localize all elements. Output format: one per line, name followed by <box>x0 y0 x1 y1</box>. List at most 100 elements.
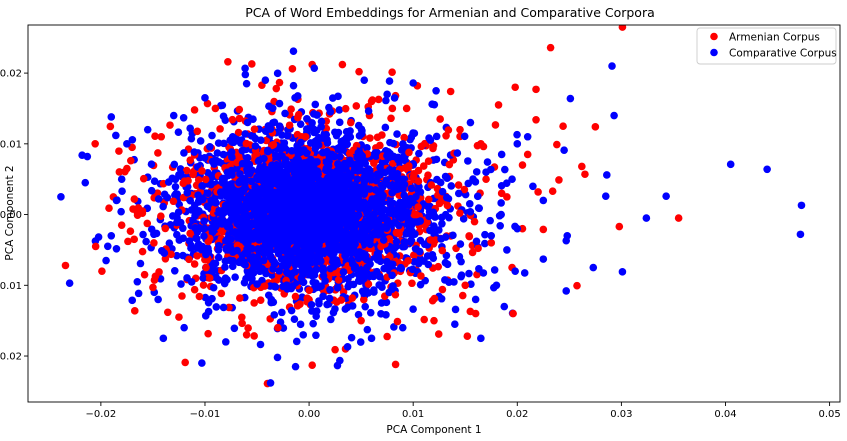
point-comparative <box>479 269 488 277</box>
point-comparative <box>245 232 253 241</box>
point-comparative <box>465 200 474 208</box>
point-armenian <box>367 97 376 106</box>
point-comparative <box>380 213 389 221</box>
point-comparative <box>496 222 504 230</box>
point-comparative <box>386 181 394 190</box>
point-comparative <box>203 202 212 211</box>
point-comparative <box>306 243 315 251</box>
point-comparative <box>229 138 238 147</box>
point-comparative <box>147 160 156 169</box>
point-comparative <box>601 192 610 200</box>
point-comparative <box>413 218 422 226</box>
point-armenian <box>523 150 532 159</box>
point-armenian <box>130 195 139 203</box>
point-comparative <box>354 310 363 319</box>
point-comparative <box>139 230 147 239</box>
point-armenian <box>555 176 563 184</box>
point-comparative <box>234 234 242 242</box>
point-comparative <box>562 287 571 295</box>
point-comparative <box>292 337 301 346</box>
point-comparative <box>312 331 320 340</box>
point-comparative <box>251 134 260 143</box>
point-comparative <box>316 193 324 201</box>
y-tick-label: 0.02 <box>0 69 22 80</box>
point-armenian <box>211 104 220 113</box>
point-comparative <box>238 159 247 168</box>
x-tick-label: 0.05 <box>818 409 840 420</box>
point-armenian <box>337 296 346 304</box>
point-comparative <box>383 257 391 266</box>
point-armenian <box>293 302 302 310</box>
point-comparative <box>202 250 210 259</box>
point-comparative <box>318 148 327 157</box>
point-comparative <box>366 308 375 317</box>
point-comparative <box>198 242 207 251</box>
point-armenian <box>405 148 413 157</box>
point-comparative <box>497 199 505 207</box>
point-comparative <box>288 147 296 155</box>
point-comparative <box>376 163 384 172</box>
point-comparative <box>277 173 286 182</box>
point-comparative <box>200 153 209 162</box>
point-armenian <box>376 141 384 150</box>
point-comparative <box>382 298 391 307</box>
point-armenian <box>532 85 540 94</box>
point-armenian <box>248 60 256 68</box>
point-armenian <box>288 65 297 73</box>
point-armenian <box>387 114 395 123</box>
point-comparative <box>252 196 261 205</box>
point-armenian <box>391 360 400 369</box>
point-comparative <box>403 208 412 217</box>
legend-label-comparative: Comparative Corpus <box>729 48 837 60</box>
point-comparative <box>174 128 183 136</box>
legend-box <box>696 27 837 65</box>
point-comparative <box>215 206 223 215</box>
point-comparative <box>294 254 302 262</box>
point-comparative <box>503 246 511 254</box>
point-armenian <box>195 292 204 301</box>
point-comparative <box>273 353 282 362</box>
chart-title: PCA of Word Embeddings for Armenian and … <box>245 5 655 20</box>
point-comparative <box>266 168 275 176</box>
point-comparative <box>500 302 509 311</box>
point-comparative <box>176 169 185 178</box>
point-comparative <box>481 230 489 239</box>
point-armenian <box>581 170 589 179</box>
point-comparative <box>219 174 227 183</box>
point-comparative <box>296 320 305 329</box>
point-armenian <box>404 256 412 265</box>
point-comparative <box>513 130 521 139</box>
point-comparative <box>133 277 142 286</box>
point-comparative <box>65 279 74 287</box>
point-comparative <box>459 215 468 223</box>
point-comparative <box>288 282 297 290</box>
point-comparative <box>349 280 358 289</box>
point-armenian <box>250 299 258 307</box>
point-armenian <box>91 242 100 251</box>
point-armenian <box>388 104 397 113</box>
point-comparative <box>464 157 472 165</box>
point-comparative <box>483 158 492 166</box>
point-armenian <box>442 131 450 140</box>
point-armenian <box>117 221 126 229</box>
point-comparative <box>331 222 340 230</box>
point-comparative <box>335 106 344 114</box>
point-comparative <box>481 239 489 248</box>
point-comparative <box>313 167 322 176</box>
point-armenian <box>424 195 433 204</box>
point-comparative <box>179 224 187 233</box>
point-comparative <box>367 334 376 343</box>
point-comparative <box>363 223 372 232</box>
point-armenian <box>618 25 627 31</box>
point-comparative <box>159 202 167 211</box>
point-comparative <box>409 79 417 87</box>
point-armenian <box>465 232 474 241</box>
point-comparative <box>395 221 403 230</box>
point-comparative <box>253 173 261 182</box>
point-armenian <box>166 121 174 129</box>
point-armenian <box>115 168 124 176</box>
point-comparative <box>204 189 212 198</box>
point-comparative <box>194 197 203 206</box>
point-comparative <box>287 306 296 315</box>
